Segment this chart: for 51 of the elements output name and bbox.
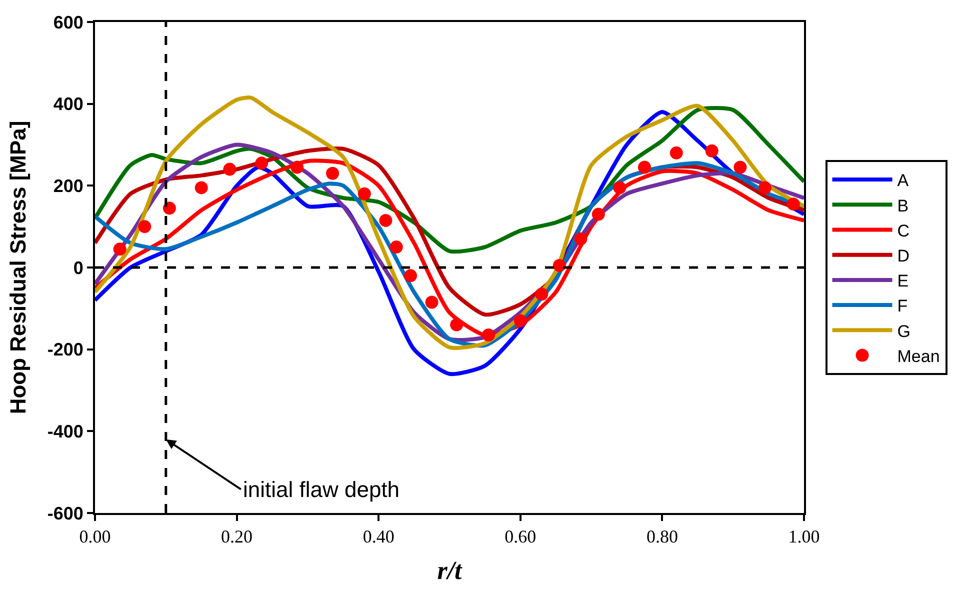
legend-label: C <box>897 221 910 240</box>
y-tick-label: 200 <box>53 176 84 196</box>
point <box>613 181 626 194</box>
x-tick-label: 0.00 <box>79 526 111 547</box>
point <box>552 258 566 272</box>
x-tick-label: 1.00 <box>788 526 820 547</box>
point <box>390 240 403 254</box>
point <box>113 242 126 256</box>
point <box>450 318 464 332</box>
x-tick-label: 0.80 <box>646 526 678 547</box>
point <box>425 296 438 309</box>
point <box>670 146 683 160</box>
legend-label: F <box>897 296 908 316</box>
point <box>358 187 371 200</box>
point <box>223 162 236 176</box>
legend-label: G <box>897 322 911 341</box>
legend-label: E <box>897 272 909 291</box>
point <box>255 156 268 170</box>
point <box>326 166 340 180</box>
x-tick-label: 0.40 <box>362 526 394 547</box>
point <box>514 314 527 328</box>
point <box>786 198 800 211</box>
point <box>138 220 152 234</box>
x-tick-label: 0.20 <box>221 526 253 547</box>
point <box>194 181 208 194</box>
point <box>705 144 718 158</box>
y-tick-label: 0 <box>73 258 84 278</box>
legend-label: D <box>897 246 910 266</box>
legend-label: B <box>897 196 909 216</box>
x-tick-label: 0.60 <box>504 526 536 547</box>
point <box>535 288 548 301</box>
point <box>482 328 495 342</box>
y-tick-label: 600 <box>53 12 84 32</box>
point <box>638 160 651 174</box>
point <box>379 214 392 227</box>
point <box>592 208 605 221</box>
y-tick-label: -400 <box>47 421 84 442</box>
point <box>734 160 747 174</box>
point <box>290 160 304 174</box>
point <box>574 232 588 246</box>
y-axis-title: Hoop Residual Stress [MPa] <box>6 120 31 414</box>
y-tick-label: 400 <box>53 94 84 114</box>
y-tick-label: -600 <box>47 503 84 524</box>
legend-label: Mean <box>897 346 940 366</box>
point <box>162 202 176 215</box>
x-axis-title: r/t <box>437 556 463 585</box>
point <box>758 181 772 194</box>
annotation: initial flaw depth <box>243 477 400 502</box>
legend-label: A <box>897 171 910 190</box>
point <box>404 269 418 282</box>
y-tick-label: -200 <box>47 340 84 360</box>
